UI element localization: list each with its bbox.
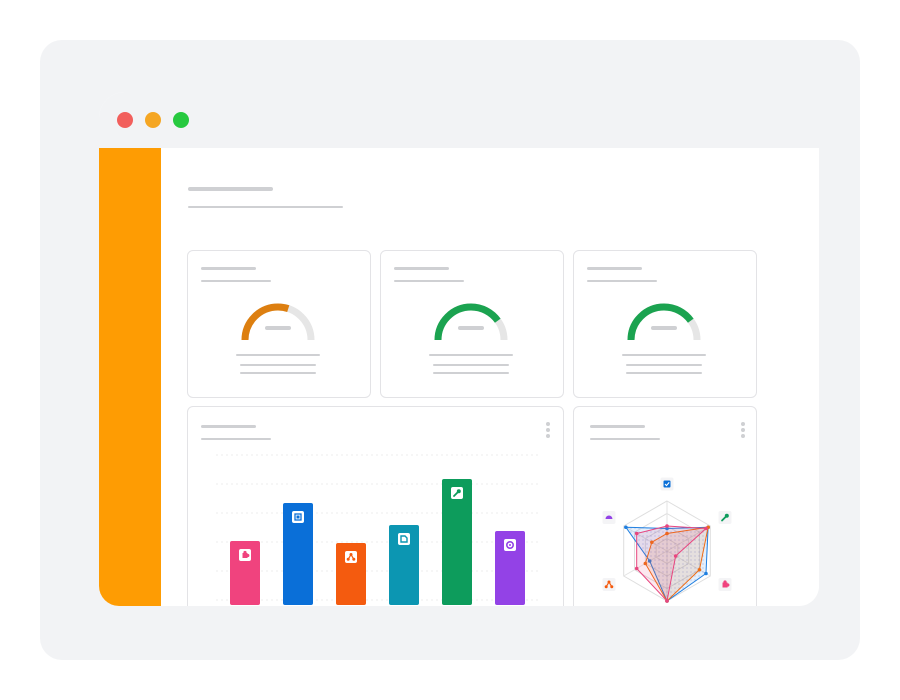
radar-chart-card[interactable] (573, 406, 757, 606)
radar-point (643, 561, 648, 566)
sidebar[interactable] (99, 148, 161, 606)
puzzle-icon (722, 580, 730, 588)
card-title-placeholder (201, 425, 256, 428)
gauge-card-1[interactable] (187, 250, 371, 398)
card-subtitle-placeholder (590, 438, 660, 440)
gauge-caption-line (240, 364, 316, 366)
more-options-icon[interactable] (546, 422, 550, 440)
radar-axis-badge (602, 578, 616, 591)
bar (389, 525, 419, 605)
wrench-icon (721, 513, 729, 522)
gauge-caption-line (433, 372, 509, 374)
gauge-fill (627, 303, 701, 341)
card-subtitle-placeholder (587, 280, 657, 282)
app-window (99, 92, 819, 606)
network-icon (346, 553, 356, 561)
gauge-icon (605, 515, 613, 519)
radar-point (673, 554, 678, 558)
gauge-caption-line (622, 354, 706, 356)
minimize-window-button[interactable] (145, 112, 161, 128)
bar (283, 503, 313, 605)
radar-point (634, 566, 639, 571)
card-title-placeholder (201, 267, 256, 270)
radar-point (665, 526, 669, 531)
gauge-caption-line (433, 364, 509, 366)
gauge-card-2[interactable] (380, 250, 564, 398)
gauge-value-placeholder (265, 326, 291, 330)
tag-icon (400, 535, 408, 543)
square-icon (294, 513, 302, 521)
bar-chart (216, 454, 538, 605)
bar (495, 531, 525, 605)
bar (442, 479, 472, 605)
gear-icon (505, 541, 514, 550)
gauge-caption-line (236, 354, 320, 356)
radar-point (665, 599, 669, 603)
puzzle-icon (242, 550, 250, 558)
radar-point (647, 559, 652, 563)
page-subtitle-placeholder (188, 206, 343, 208)
radar-point (650, 540, 654, 545)
radar-point (634, 531, 639, 536)
card-title-placeholder (394, 267, 449, 270)
card-title-placeholder (590, 425, 645, 428)
gauge-3 (627, 303, 701, 341)
gauge-caption-line (626, 364, 702, 366)
radar-chart (602, 477, 732, 603)
bar-icon-badge (345, 551, 357, 563)
maximize-window-button[interactable] (173, 112, 189, 128)
gauge-caption-line (626, 372, 702, 374)
card-subtitle-placeholder (394, 280, 464, 282)
close-window-button[interactable] (117, 112, 133, 128)
gauge-1 (241, 303, 315, 341)
gauge-2 (434, 303, 508, 341)
gauge-value-placeholder (458, 326, 484, 330)
wrench-icon (453, 489, 461, 497)
card-subtitle-placeholder (201, 280, 271, 282)
radar-point (704, 526, 708, 531)
radar-point (665, 524, 669, 528)
radar-point (665, 531, 669, 536)
radar-point (624, 525, 628, 530)
gauge-card-3[interactable] (573, 250, 757, 398)
checkbox-icon (663, 480, 671, 488)
more-options-icon[interactable] (741, 422, 745, 440)
gauge-value-placeholder (651, 326, 677, 330)
gauge-caption-line (240, 372, 316, 374)
network-icon (604, 580, 614, 589)
gauge-caption-line (429, 354, 513, 356)
gauge-fill (241, 303, 315, 341)
radar-point (697, 567, 702, 572)
radar-point (704, 571, 708, 576)
gauge-fill (434, 303, 508, 341)
card-subtitle-placeholder (201, 438, 271, 440)
radar-area (636, 526, 706, 601)
card-title-placeholder (587, 267, 642, 270)
dashboard-content (161, 148, 819, 606)
page-title-placeholder (188, 187, 273, 191)
bar-icon-badge (398, 533, 410, 545)
bar (336, 543, 366, 605)
bar (230, 541, 260, 605)
bar-chart-card[interactable] (187, 406, 564, 606)
window-titlebar (99, 92, 819, 148)
radar-area (645, 527, 709, 601)
